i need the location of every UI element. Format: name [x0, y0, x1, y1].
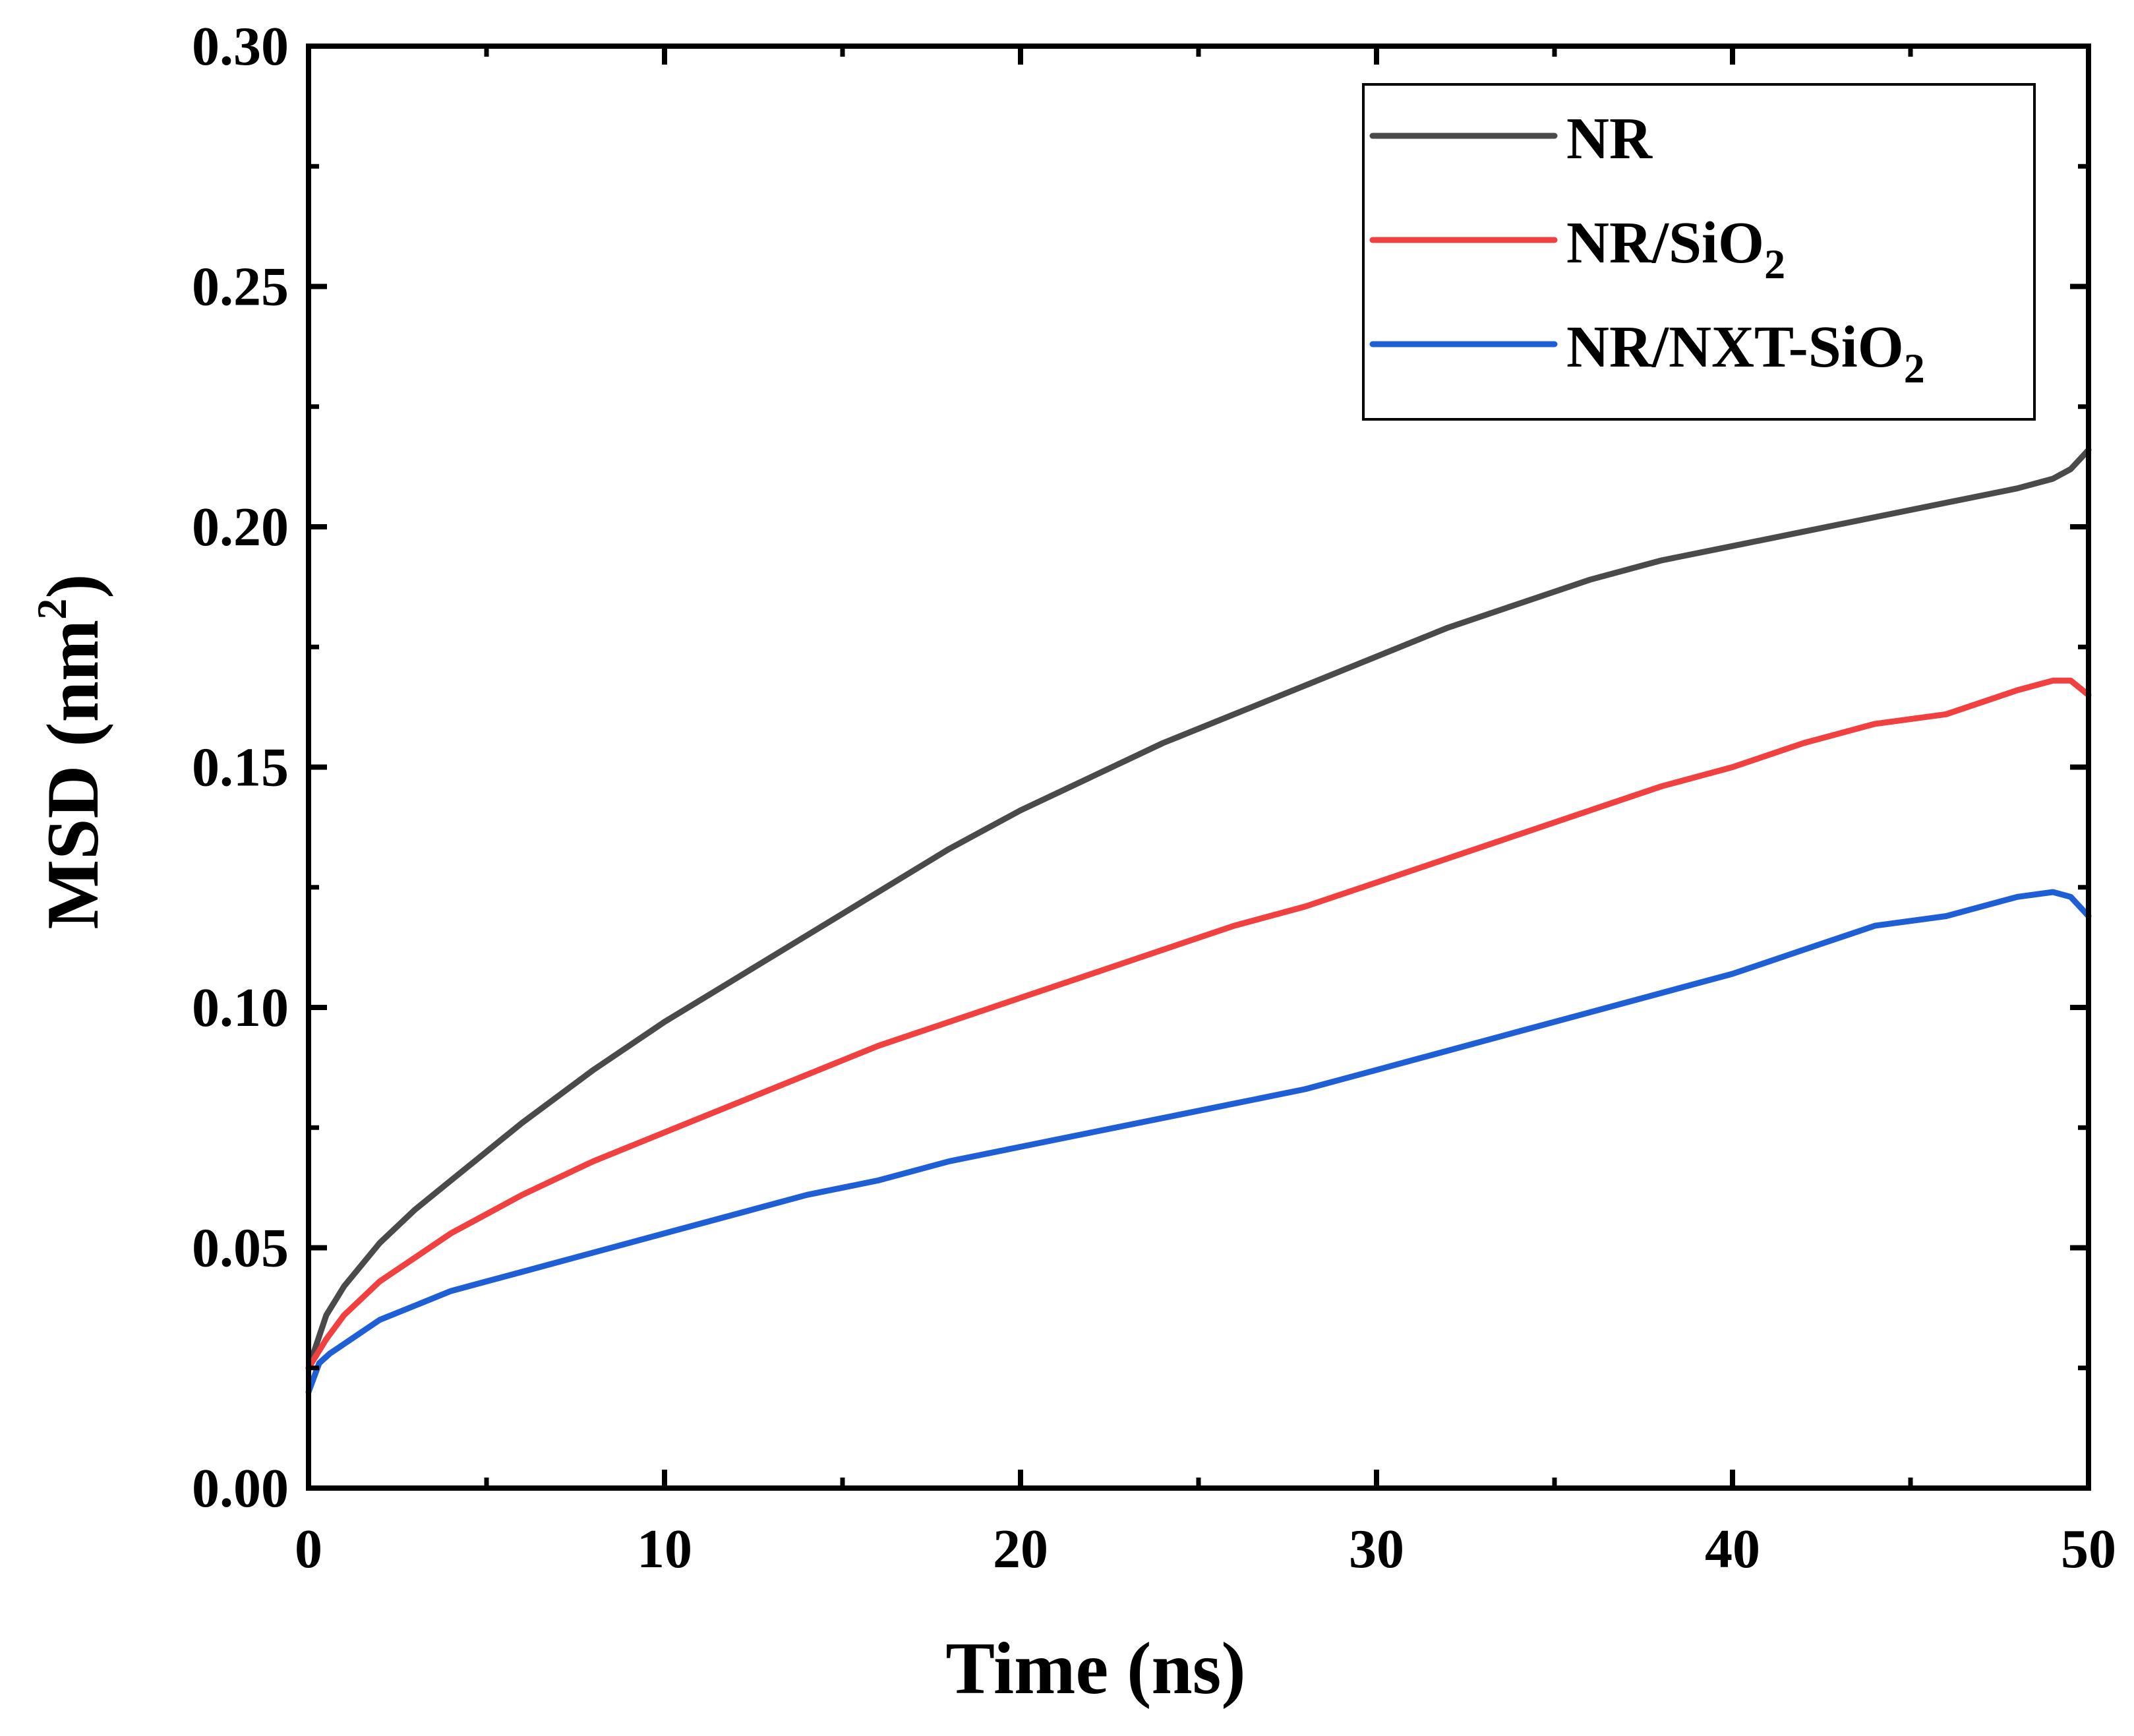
y-axis-title-main: MSD (nm [32, 620, 114, 930]
x-tick-label: 10 [637, 1518, 692, 1580]
axes-layer: 0 10 20 30 40 50 0.00 0.05 0.10 0.15 0.20 0.25 0.30 [192, 16, 2116, 1580]
y-axis-title: MSD (nm2) [28, 574, 114, 929]
legend-label-subscript: 2 [1764, 241, 1785, 287]
x-tick-label: 50 [2061, 1518, 2116, 1580]
legend-label-2: NR/NXT-SiO2 [1566, 314, 1925, 392]
y-tick-label: 0.15 [192, 737, 289, 798]
y-axis-title-close: ) [32, 574, 114, 598]
legend-label-0: NR [1566, 106, 1653, 171]
series-line-2 [305, 889, 2092, 1395]
series-layer [305, 446, 2092, 1395]
series-line-1 [305, 677, 2092, 1371]
y-tick-label: 0.20 [192, 496, 289, 558]
legend-label-main: NR/SiO [1566, 210, 1764, 276]
series-line-0 [305, 446, 2092, 1371]
svg-text:MSD (nm2): MSD (nm2) [28, 574, 114, 929]
y-axis-title-sup: 2 [28, 599, 75, 620]
y-tick-label: 0.05 [192, 1218, 289, 1279]
legend-label-subscript: 2 [1904, 345, 1925, 392]
y-tick-label: 0.10 [192, 977, 289, 1038]
legend-label-main: NR [1566, 106, 1653, 171]
x-tick-label: 30 [1349, 1518, 1404, 1580]
x-axis-title: Time (ns) [945, 1628, 1245, 1710]
y-tick-label: 0.00 [192, 1458, 289, 1519]
x-tick-label: 40 [1705, 1518, 1760, 1580]
y-tick-label: 0.30 [192, 16, 289, 77]
y-tick-label: 0.25 [192, 256, 289, 318]
legend-box [1362, 83, 2036, 421]
x-tick-label: 0 [295, 1518, 322, 1580]
x-tick-label: 20 [993, 1518, 1048, 1580]
legend-label-1: NR/SiO2 [1566, 210, 1785, 287]
legend-label-main: NR/NXT-SiO [1566, 314, 1904, 380]
